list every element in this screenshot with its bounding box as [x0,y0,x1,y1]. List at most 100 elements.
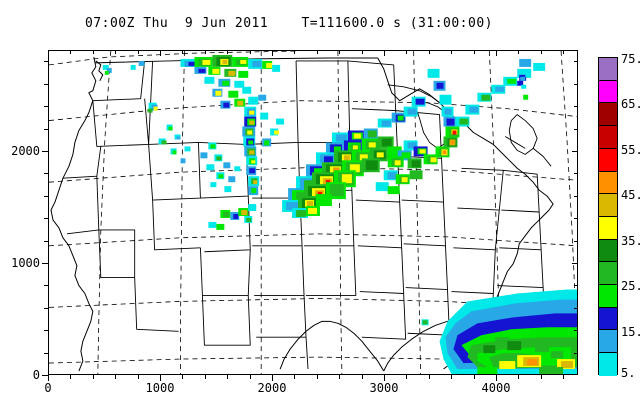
y-tick-right [574,285,578,286]
x-tick-minor [182,375,183,379]
x-tick-minor [138,375,139,379]
precip-northeast [517,72,531,100]
x-tick-minor [250,375,251,379]
x-tick-top [205,50,206,54]
y-tick-right [574,61,578,62]
x-tick-top [294,50,295,54]
colorbar-band [599,80,617,104]
colorbar-tick-label: 15. [621,325,640,339]
colorbar-band [599,216,617,240]
precip-four-corners [200,142,241,193]
x-tick-minor [362,375,363,379]
colorbar-band [599,353,617,376]
x-tick-minor [294,375,295,379]
x-tick-label: 0 [44,381,52,395]
map-canvas [49,51,577,374]
y-tick-right [574,353,578,354]
y-tick-minor [44,241,48,242]
y-tick-minor [44,353,48,354]
y-tick-right [574,218,578,219]
colorbar-band [599,285,617,308]
y-tick-right [572,263,578,264]
x-tick-top [272,50,273,56]
x-tick-label: 3000 [369,381,399,395]
y-tick-right [574,241,578,242]
x-tick-major [48,375,49,381]
colorbar-tick-label: 5. [621,366,636,380]
x-tick-major [272,375,273,381]
colorbar-band [599,307,617,331]
precip-gulf-florida [439,289,577,374]
precipitation-field [102,54,577,374]
x-tick-minor [317,375,318,379]
y-tick-right [574,173,578,174]
precip-northern-rockies [180,54,281,109]
x-tick-minor [474,375,475,379]
precip-upper-midwest [282,128,402,218]
y-tick-label: 1000 [11,256,40,270]
y-tick-minor [44,173,48,174]
x-tick-top [339,50,340,54]
y-tick-label: 0 [32,368,40,382]
x-tick-minor [518,375,519,379]
map-plot-area [48,50,578,375]
colorbar-band [599,171,617,195]
x-tick-minor [429,375,430,379]
y-tick-minor [44,84,48,85]
colorbar-band [599,126,617,149]
x-tick-top [429,50,430,54]
x-tick-minor [205,375,206,379]
y-tick-major [42,151,48,152]
x-tick-top [70,50,71,54]
y-tick-minor [44,106,48,107]
x-tick-label: 4000 [481,381,511,395]
x-tick-top [138,50,139,54]
x-tick-minor [70,375,71,379]
colorbar-band [599,239,617,263]
x-tick-minor [541,375,542,379]
colorbar-band [599,58,617,81]
x-tick-minor [115,375,116,379]
x-tick-top [317,50,318,54]
y-tick-minor [44,61,48,62]
x-tick-label: 2000 [257,381,287,395]
y-tick-minor [44,218,48,219]
y-tick-minor [44,285,48,286]
colorbar-band [599,148,617,172]
x-tick-minor [451,375,452,379]
colorbar-tick-label: 75. [621,52,640,66]
x-tick-top [93,50,94,54]
y-tick-minor [44,308,48,309]
colorbar-tick-label: 45. [621,188,640,202]
x-tick-top [563,50,564,54]
y-tick-minor [44,129,48,130]
x-tick-top [384,50,385,56]
page-title: 07:00Z Thu 9 Jun 2011 T=111600.0 s (31:0… [84,16,493,31]
y-tick-right [574,308,578,309]
y-tick-major [42,375,48,376]
x-tick-major [160,375,161,381]
colorbar-tick-label: 25. [621,279,640,293]
colorbar-tick-label: 65. [621,97,640,111]
x-tick-top [406,50,407,54]
precip-central-rockies [242,106,285,196]
x-tick-top [182,50,183,54]
colorbar-band [599,194,617,217]
y-tick-major [42,263,48,264]
precip-isolated-gulf-cell [421,319,429,326]
x-tick-major [384,375,385,381]
precip-northwest [102,60,191,164]
colorbar-band [599,103,617,127]
x-tick-minor [563,375,564,379]
precip-great-lakes [375,58,546,195]
colorbar-band [599,330,617,354]
x-tick-top [362,50,363,54]
y-tick-right [574,196,578,197]
x-tick-major [496,375,497,381]
colorbar [598,57,618,376]
y-tick-minor [44,330,48,331]
x-tick-top [250,50,251,54]
x-tick-label: 1000 [145,381,175,395]
y-tick-right [574,330,578,331]
